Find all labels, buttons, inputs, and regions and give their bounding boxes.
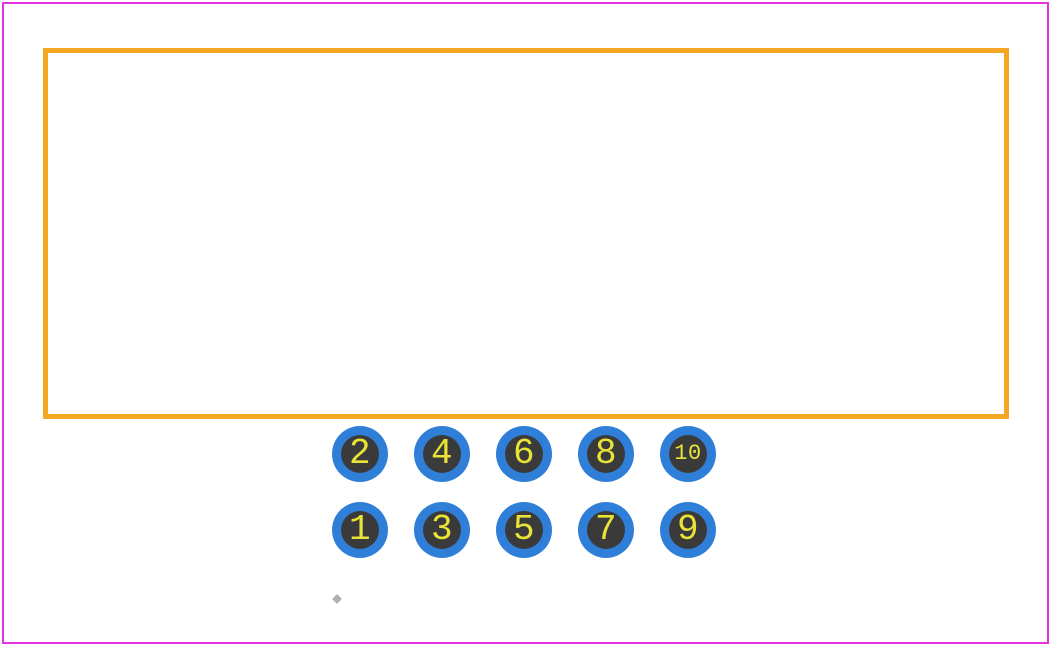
pad-9: 9 <box>660 502 716 558</box>
pad-3: 3 <box>414 502 470 558</box>
pad-drill: 8 <box>587 435 625 473</box>
pad-drill: 4 <box>423 435 461 473</box>
pad-drill: 3 <box>423 511 461 549</box>
pad-label: 9 <box>677 512 699 548</box>
pad-label: 6 <box>513 436 535 472</box>
pad-7: 7 <box>578 502 634 558</box>
pad-drill: 10 <box>669 435 707 473</box>
pad-6: 6 <box>496 426 552 482</box>
pad-drill: 5 <box>505 511 543 549</box>
pad-label: 2 <box>349 436 371 472</box>
pcb-footprint-diagram: 1 2 3 4 5 6 7 8 9 10 <box>0 0 1051 646</box>
pad-label: 7 <box>595 512 617 548</box>
pad-label: 10 <box>674 443 701 465</box>
pad-drill: 6 <box>505 435 543 473</box>
pad-label: 5 <box>513 512 535 548</box>
pad-10: 10 <box>660 426 716 482</box>
pad-8: 8 <box>578 426 634 482</box>
silkscreen-outline <box>43 48 1009 419</box>
pad-4: 4 <box>414 426 470 482</box>
pad-drill: 2 <box>341 435 379 473</box>
pad-1: 1 <box>332 502 388 558</box>
pad-5: 5 <box>496 502 552 558</box>
pad-drill: 1 <box>341 511 379 549</box>
pad-label: 3 <box>431 512 453 548</box>
pad-label: 4 <box>431 436 453 472</box>
pad-label: 1 <box>349 512 371 548</box>
pad-label: 8 <box>595 436 617 472</box>
pad-drill: 7 <box>587 511 625 549</box>
pad-2: 2 <box>332 426 388 482</box>
pad-drill: 9 <box>669 511 707 549</box>
